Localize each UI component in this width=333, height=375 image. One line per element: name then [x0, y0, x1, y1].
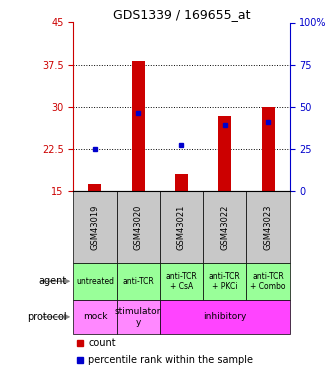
Bar [117, 300, 160, 334]
Bar [203, 191, 246, 262]
Text: mock: mock [83, 312, 107, 321]
Text: protocol: protocol [27, 312, 67, 322]
Text: stimulator
y: stimulator y [115, 307, 162, 327]
Bar [218, 116, 231, 191]
Text: untreated: untreated [76, 277, 114, 286]
Text: GSM43023: GSM43023 [263, 204, 273, 250]
Text: anti-TCR
+ PKCi: anti-TCR + PKCi [209, 272, 241, 291]
Bar [132, 61, 145, 191]
Text: inhibitory: inhibitory [203, 312, 246, 321]
Bar [203, 262, 246, 300]
Text: count: count [89, 338, 116, 348]
Bar [117, 262, 160, 300]
Bar [89, 184, 101, 191]
Bar [73, 300, 117, 334]
Bar [246, 262, 290, 300]
Text: GSM43020: GSM43020 [134, 204, 143, 250]
Title: GDS1339 / 169655_at: GDS1339 / 169655_at [113, 8, 250, 21]
Text: percentile rank within the sample: percentile rank within the sample [89, 355, 253, 365]
Bar [73, 262, 117, 300]
Text: anti-TCR
+ Combo: anti-TCR + Combo [250, 272, 286, 291]
Bar [117, 191, 160, 262]
Text: anti-TCR: anti-TCR [122, 277, 154, 286]
Bar [160, 191, 203, 262]
Bar [160, 262, 203, 300]
Bar [175, 174, 188, 191]
Bar [160, 300, 290, 334]
Text: GSM43022: GSM43022 [220, 204, 229, 250]
Text: GSM43019: GSM43019 [90, 204, 100, 250]
Bar [73, 191, 117, 262]
Text: anti-TCR
+ CsA: anti-TCR + CsA [166, 272, 197, 291]
Text: agent: agent [38, 276, 67, 286]
Bar [246, 191, 290, 262]
Bar [262, 107, 275, 191]
Text: GSM43021: GSM43021 [177, 204, 186, 250]
